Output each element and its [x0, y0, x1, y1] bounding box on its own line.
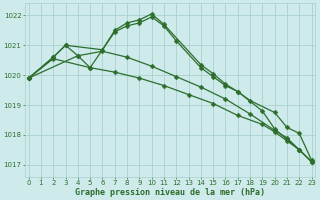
X-axis label: Graphe pression niveau de la mer (hPa): Graphe pression niveau de la mer (hPa) [75, 188, 265, 197]
